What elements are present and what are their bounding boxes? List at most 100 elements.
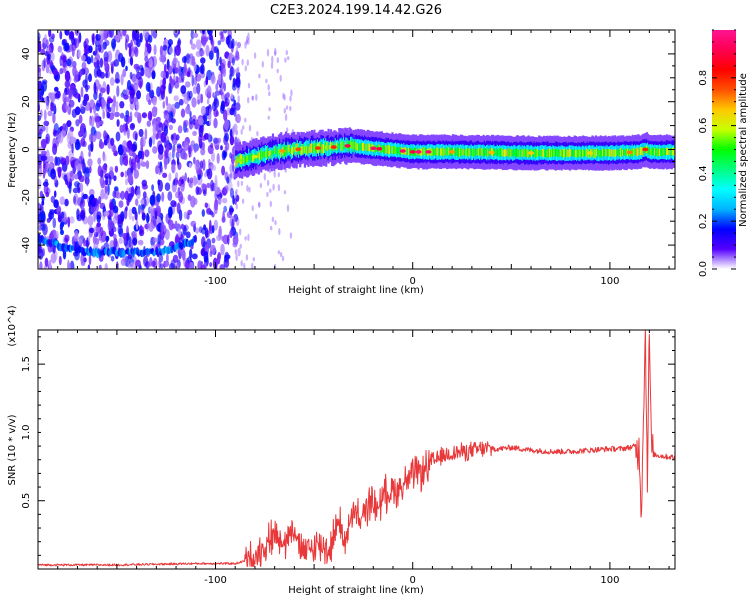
spectrogram-cell [90,126,96,136]
spectrogram-cell [132,141,138,152]
spectrogram-cell [58,211,61,223]
spectrogram-cell [100,188,105,200]
spectrogram-cell [305,146,308,154]
spectrogram-cell [200,148,206,156]
spectrogram-cell [135,259,141,267]
spectrogram-cell [122,68,127,78]
spectrogram-cell [256,130,259,137]
spectrogram-cell [112,205,119,214]
spectrogram-cell [664,148,667,156]
spectrogram-cell [235,136,238,144]
spectrogram-cell [361,142,364,151]
spectrogram-cell [506,149,509,156]
spectrogram-cell [267,115,270,120]
spectrogram-cell [584,150,587,157]
spectrogram-cell [141,179,147,187]
spectrogram-cell [208,132,211,144]
spectrogram-cell [196,83,201,95]
spectrogram-cell [221,216,226,223]
spectrogram-cell [83,257,87,263]
spectrogram-cell [126,232,130,242]
spectrogram-cell [209,262,213,268]
spectrogram-cell [38,32,41,41]
top-y-tick-label: 40 [21,48,32,61]
spectrogram-cell [227,34,232,41]
spectrogram-cell [250,154,253,161]
spectrogram-cell [287,144,290,153]
spectrogram-cell [273,170,276,178]
spectrogram-cell [116,119,120,127]
spectrogram-cell [312,144,315,153]
spectrogram-cell [647,146,650,155]
spectrogram-cell [110,137,115,146]
spectrogram-cell [147,110,153,121]
spectrogram-cell [439,148,443,156]
spectrogram-cell [277,250,281,255]
spectrogram-cell [58,255,62,266]
spectrogram-cell [445,148,448,155]
spectrogram-cell [455,147,458,157]
spectrogram-cell [93,82,97,94]
spectrogram-cell [117,225,123,235]
spectrogram-cell [127,193,132,203]
spectrogram-cell [131,215,135,222]
spectrogram-cell [597,148,600,158]
spectrogram-cell [195,50,202,58]
spectrogram-cell [476,148,479,156]
spectrogram-cell [231,83,237,91]
spectrogram-cell [38,90,42,102]
spectrogram-cell [72,187,79,194]
spectrogram-cell [300,146,303,155]
spectrogram-cell [217,196,222,205]
spectrogram-cell [63,97,67,105]
spectrogram-cell [619,147,622,157]
spectrogram-cell [172,254,179,263]
spectrogram-cell [615,149,618,157]
spectrogram-cell [122,30,127,37]
spectrogram-cell [98,196,102,205]
spectrogram-cell [88,45,93,54]
spectrogram-cell [144,128,148,140]
spectrogram-cell [604,149,607,157]
spectrogram-cell [148,137,153,148]
colorbar-tick-label: 0.0 [698,261,709,277]
spectrogram-cell [63,174,68,182]
spectrogram-cell [170,200,177,208]
spectrogram-cell [295,147,302,152]
colorbar-ticks [712,29,736,270]
spectrogram-cell [38,224,42,232]
spectrogram-cell [65,86,70,96]
spectrogram-cell [234,191,237,199]
spectrogram-cell [223,185,229,194]
spectrogram-cell [80,124,85,136]
spectrogram-cell [57,132,64,144]
spectrogram-cell [204,172,207,178]
spectrogram-cell [160,165,163,174]
spectrogram-cell [78,175,85,183]
spectrogram-cell [107,219,113,232]
spectrogram-cell [327,142,330,151]
spectrogram-cell [634,148,637,155]
spectrogram-cell [514,149,517,156]
spectrogram-cell [266,48,270,57]
spectrogram-cell [133,63,140,70]
spectrogram-cell [282,92,285,100]
spectrogram-cell [62,67,67,73]
spectrogram-cell [513,148,516,158]
spectrogram-cell [178,191,184,203]
spectrogram-cell [87,264,91,269]
spectrogram-cell [516,149,519,158]
spectrogram-cell [120,258,127,266]
spectrogram-cell [97,59,100,67]
spectrogram-cell [101,104,105,111]
spectrogram-cell [368,144,372,152]
spectrogram-cell [605,148,608,157]
spectrogram-cell [539,149,542,157]
spectrogram-cell [486,147,489,157]
spectrogram-cell [157,129,162,139]
spectrogram-cell [211,40,214,47]
spectrogram-cell [201,236,206,248]
spectrogram-cell [148,99,152,106]
spectrogram-cell [141,112,147,119]
spectrogram-cell [195,186,200,196]
